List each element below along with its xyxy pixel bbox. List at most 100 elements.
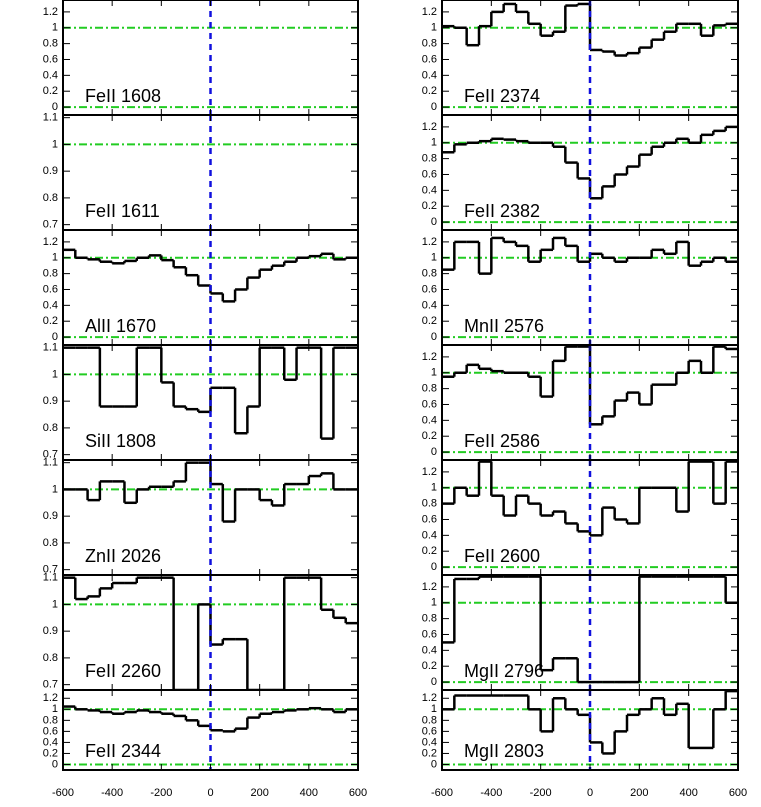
y-tick-label: 0: [52, 758, 58, 770]
panel-frame: [62, 689, 359, 771]
y-tick-label: 1: [52, 252, 58, 264]
y-tick-label: 0.8: [422, 613, 437, 625]
y-tick-label: 0.2: [422, 200, 437, 212]
y-tick-label: 0.6: [422, 513, 437, 525]
y-tick-label: 0.4: [422, 414, 437, 426]
y-tick-label: 1.2: [422, 351, 437, 363]
y-tick-label: 0: [431, 216, 437, 228]
line-label: MnII 2576: [464, 316, 544, 336]
y-tick-label: 0.6: [422, 283, 437, 295]
y-tick-label: 0.8: [43, 38, 58, 50]
line-label: MgII 2796: [464, 661, 544, 681]
y-tick-label: 1.2: [422, 692, 437, 704]
x-tick-label: -200: [530, 787, 552, 799]
y-tick-label: 0.6: [422, 168, 437, 180]
y-tick-label: 0.2: [422, 747, 437, 759]
y-tick-label: 0.2: [422, 85, 437, 97]
y-tick-label: 1.2: [422, 6, 437, 18]
y-tick-label: 0.4: [422, 736, 437, 748]
y-tick-label: 0.2: [422, 545, 437, 557]
x-tick-label: 400: [679, 787, 697, 799]
y-tick-label: 1.1: [43, 457, 58, 469]
y-tick-label: 0: [52, 331, 58, 343]
y-tick-label: 1: [431, 252, 437, 264]
y-tick-label: 0.8: [422, 498, 437, 510]
y-tick-label: 0.8: [422, 268, 437, 280]
panel: [442, 575, 738, 690]
y-tick-label: 0: [431, 676, 437, 688]
y-tick-label: 0: [431, 561, 437, 573]
y-tick-label: 1: [52, 703, 58, 715]
y-tick-label: 0.2: [43, 315, 58, 327]
y-tick-label: 1: [52, 368, 58, 380]
panel: [63, 230, 358, 345]
y-tick-label: 1: [52, 22, 58, 34]
y-tick-label: 0.4: [422, 299, 437, 311]
line-label: FeII 2260: [85, 661, 161, 681]
y-tick-label: 1.1: [43, 112, 58, 124]
y-tick-label: 1: [431, 22, 437, 34]
panel: [63, 115, 358, 230]
y-tick-label: 1: [431, 703, 437, 715]
y-tick-label: 0.2: [422, 430, 437, 442]
x-tick-label: 600: [729, 787, 747, 799]
y-tick-label: 1: [52, 483, 58, 495]
y-tick-label: 1.2: [43, 6, 58, 18]
x-tick-label: 0: [207, 787, 213, 799]
y-tick-label: 0.9: [43, 510, 58, 522]
y-tick-label: 0: [431, 758, 437, 770]
y-tick-label: 1.1: [43, 572, 58, 584]
y-tick-label: 1.2: [422, 121, 437, 133]
y-tick-label: 0.4: [43, 299, 58, 311]
line-label: FeII 2586: [464, 431, 540, 451]
y-tick-label: 0.8: [422, 383, 437, 395]
y-tick-label: 0.8: [422, 38, 437, 50]
y-tick-label: 0.8: [422, 153, 437, 165]
y-tick-label: 0.7: [43, 219, 58, 231]
panel: [442, 345, 738, 460]
y-tick-label: 0.7: [43, 449, 58, 461]
x-tick-label: 200: [630, 787, 648, 799]
y-tick-label: 0: [52, 101, 58, 113]
line-label: FeII 1608: [85, 86, 161, 106]
x-tick-label: 0: [587, 787, 593, 799]
panel: [442, 230, 738, 345]
line-label: FeII 2382: [464, 201, 540, 221]
y-tick-label: 0.4: [43, 736, 58, 748]
panel: [442, 0, 738, 115]
y-tick-label: 0.8: [43, 537, 58, 549]
x-tick-label: -200: [150, 787, 172, 799]
y-tick-label: 1: [431, 597, 437, 609]
y-tick-label: 1.2: [43, 692, 58, 704]
y-tick-label: 1: [52, 598, 58, 610]
y-tick-label: 0.4: [422, 529, 437, 541]
panel: [63, 345, 358, 460]
y-tick-label: 0.4: [422, 69, 437, 81]
line-label: FeII 2374: [464, 86, 540, 106]
y-tick-label: 0.8: [43, 422, 58, 434]
y-tick-label: 0.6: [43, 53, 58, 65]
y-tick-label: 1.2: [422, 236, 437, 248]
line-label: AlII 1670: [85, 316, 156, 336]
y-tick-label: 0.6: [422, 628, 437, 640]
x-tick-label: -600: [52, 787, 74, 799]
y-tick-label: 0.6: [422, 398, 437, 410]
y-tick-label: 0.2: [422, 315, 437, 327]
y-tick-label: 1: [431, 137, 437, 149]
y-tick-label: 0.8: [43, 192, 58, 204]
panel-frame: [441, 689, 739, 771]
line-label: FeII 2600: [464, 546, 540, 566]
y-tick-label: 0.7: [43, 564, 58, 576]
y-tick-label: 0.2: [43, 85, 58, 97]
x-tick-label: 600: [349, 787, 367, 799]
y-tick-label: 1.2: [422, 581, 437, 593]
line-label: MgII 2803: [464, 741, 544, 761]
y-tick-label: 0.7: [43, 679, 58, 691]
y-tick-label: 0.6: [43, 725, 58, 737]
y-tick-label: 0.6: [422, 725, 437, 737]
line-label: FeII 2344: [85, 741, 161, 761]
y-tick-label: 0.8: [422, 714, 437, 726]
x-tick-label: -400: [101, 787, 123, 799]
y-tick-label: 1.1: [43, 342, 58, 354]
y-tick-label: 0.6: [422, 53, 437, 65]
